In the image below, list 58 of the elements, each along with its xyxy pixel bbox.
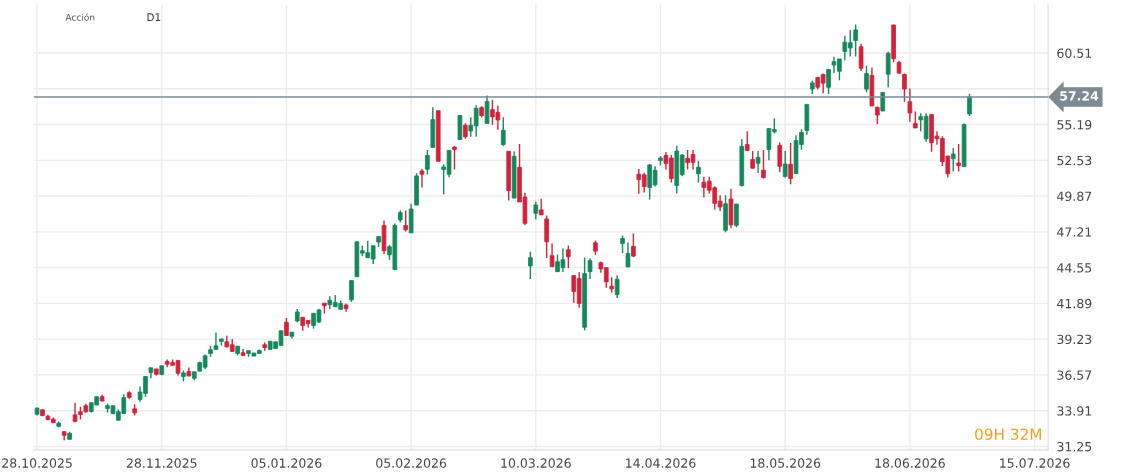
candlestick	[457, 114, 463, 141]
annotation: Acción	[65, 13, 95, 21]
candlestick	[528, 251, 533, 280]
x-tick-label: 14.04.2026	[626, 458, 696, 468]
candlestick	[777, 141, 783, 173]
candlestick	[566, 244, 571, 269]
candlestick	[956, 143, 961, 173]
x-tick-label: 18.05.2026	[750, 458, 821, 468]
candlestick	[484, 94, 490, 125]
y-tick-label: 33.91	[1057, 406, 1092, 416]
y-tick-label: 36.57	[1057, 370, 1092, 380]
candlestick	[902, 72, 907, 103]
candlestick	[408, 202, 414, 234]
x-tick-label: 05.01.2026	[251, 458, 322, 468]
x-tick-label: 15.07.2026	[1000, 458, 1070, 468]
y-tick-label: 47.21	[1057, 227, 1092, 237]
candlestick	[614, 274, 620, 299]
candlestick	[544, 214, 549, 259]
y-tick-label: 44.55	[1057, 263, 1092, 273]
candlestick	[403, 209, 409, 233]
candlestick	[452, 145, 457, 171]
candlestick	[826, 68, 831, 95]
candlestick	[950, 147, 956, 173]
y-tick-label: 49.87	[1057, 191, 1092, 202]
candlestick	[885, 50, 891, 88]
x-tick-label: 10.03.2026	[501, 458, 571, 468]
annotation: 09H 32M	[975, 428, 1041, 440]
y-tick-label: 52.53	[1057, 155, 1092, 166]
candlestick	[761, 149, 766, 180]
x-tick-label: 28.11.2025	[126, 458, 197, 468]
candlestick	[788, 142, 793, 185]
annotation: D1	[147, 13, 161, 21]
candlestick	[853, 23, 858, 58]
y-tick-label: 39.23	[1057, 334, 1092, 345]
candlestick	[858, 43, 864, 72]
candlestick	[349, 279, 354, 303]
candlestick	[967, 93, 972, 117]
y-tick-label: 31.25	[1057, 441, 1092, 452]
candlestick	[782, 150, 788, 179]
y-tick-label: 55.19	[1057, 120, 1092, 130]
candlestick	[907, 87, 913, 123]
x-tick-label: 18.06.2026	[875, 458, 945, 468]
y-tick-label: 41.89	[1057, 298, 1092, 309]
ref-line-label: 57.24	[1060, 91, 1099, 101]
x-tick-label: 28.10.2025	[2, 458, 72, 468]
candlestick	[696, 160, 701, 184]
candlestick	[419, 168, 425, 189]
x-tick-label: 05.02.2026	[376, 458, 447, 468]
candlestick	[549, 242, 555, 268]
candlestick	[425, 149, 430, 176]
candlestick	[744, 130, 750, 152]
candlestick	[625, 241, 631, 268]
y-tick-label: 60.51	[1057, 48, 1092, 58]
candlestick	[864, 64, 869, 93]
candlestick	[500, 116, 506, 147]
candlestick	[734, 203, 739, 228]
candlestick	[755, 150, 761, 174]
candlestick	[587, 257, 593, 280]
